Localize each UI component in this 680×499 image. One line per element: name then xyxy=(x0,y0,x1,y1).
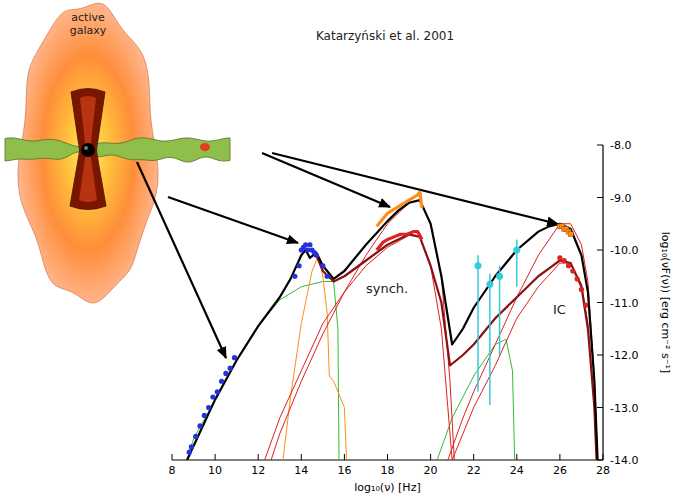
x-axis-title: log₁₀(ν) [Hz] xyxy=(354,481,420,494)
data-point xyxy=(566,263,571,268)
series-line xyxy=(377,232,422,250)
data-point xyxy=(223,371,228,376)
y-tick xyxy=(597,407,603,408)
series-line xyxy=(187,282,339,461)
data-point xyxy=(579,287,584,292)
figure: Katarzyński et al. 2001 activegalaxy synch… xyxy=(0,0,680,499)
x-tick xyxy=(172,454,173,460)
y-tick-label: -10.0 xyxy=(610,244,638,257)
data-point xyxy=(557,255,562,260)
error-bar xyxy=(489,274,491,405)
y-tick xyxy=(597,355,603,356)
arrow xyxy=(137,162,226,358)
x-tick xyxy=(301,454,302,460)
y-tick-label: -14.0 xyxy=(610,454,638,467)
data-point xyxy=(575,276,580,281)
x-tick xyxy=(559,454,560,460)
arrow xyxy=(262,153,390,207)
y-tick-label: -12.0 xyxy=(610,349,638,362)
data-point xyxy=(486,281,493,288)
arrow xyxy=(272,153,558,224)
y-tick-label: -9.0 xyxy=(610,192,631,205)
plot-area xyxy=(187,192,598,460)
data-point xyxy=(292,274,297,279)
x-tick xyxy=(215,454,216,460)
galaxy-label-line: active xyxy=(71,11,105,24)
data-point xyxy=(568,232,573,237)
data-point xyxy=(325,274,330,279)
data-point xyxy=(570,268,575,273)
series-line xyxy=(452,263,596,460)
x-tick-label: 18 xyxy=(381,464,395,477)
data-point xyxy=(215,389,220,394)
x-tick xyxy=(430,454,431,460)
axes: 8 10 12 14 16 18 20 22 24 26 28-14.0 -13.0 -12.0 -11.… xyxy=(169,139,673,494)
x-tick-label: 12 xyxy=(251,464,265,477)
x-tick-label: 26 xyxy=(553,464,567,477)
series-line xyxy=(316,234,596,460)
series-line xyxy=(283,255,347,460)
data-point xyxy=(513,247,520,254)
data-point xyxy=(475,262,482,269)
y-tick-label: -13.0 xyxy=(610,402,638,415)
galaxy-cartoon xyxy=(5,3,230,303)
torus-inner xyxy=(79,96,97,202)
ic-label: IC xyxy=(553,302,566,317)
x-tick-label: 28 xyxy=(596,464,610,477)
series-line xyxy=(187,200,598,460)
black-hole xyxy=(81,143,95,157)
x-tick xyxy=(258,454,259,460)
y-tick xyxy=(597,302,603,303)
emitting-blob xyxy=(200,143,210,151)
x-tick-label: 14 xyxy=(294,464,308,477)
data-point xyxy=(232,355,237,360)
data-point xyxy=(307,242,312,247)
source-label: Katarzyński et al. 2001 xyxy=(316,29,454,43)
data-point xyxy=(314,253,319,258)
y-tick-label: -11.0 xyxy=(610,297,638,310)
data-point xyxy=(297,263,302,268)
data-point xyxy=(187,450,192,455)
arrow xyxy=(168,197,298,243)
y-tick xyxy=(597,250,603,251)
data-point xyxy=(206,405,211,410)
data-point xyxy=(496,273,503,280)
x-tick-label: 22 xyxy=(467,464,481,477)
data-point xyxy=(189,444,194,449)
data-point xyxy=(210,394,215,399)
data-point xyxy=(197,423,202,428)
x-tick xyxy=(387,454,388,460)
y-tick xyxy=(597,145,603,146)
data-point xyxy=(320,263,325,268)
x-tick-label: 24 xyxy=(510,464,524,477)
y-axis-title: log₁₀(νF(ν)) [erg cm⁻² s⁻¹] xyxy=(659,232,672,373)
torus xyxy=(70,89,106,210)
error-bar xyxy=(477,255,479,392)
x-tick xyxy=(344,454,345,460)
galaxy-label: activegalaxy xyxy=(70,11,107,37)
x-tick-label: 8 xyxy=(169,464,176,477)
series-line xyxy=(448,224,598,460)
jet xyxy=(5,138,230,162)
y-tick-label: -8.0 xyxy=(610,139,631,152)
series-line xyxy=(377,192,422,226)
data-point xyxy=(562,258,567,263)
y-tick xyxy=(597,197,603,198)
data-point xyxy=(219,379,224,384)
synch-label: synch. xyxy=(366,281,408,296)
series-line xyxy=(271,200,454,460)
black-hole-shine xyxy=(84,146,88,150)
x-tick-label: 16 xyxy=(337,464,351,477)
x-tick xyxy=(603,454,604,460)
x-tick xyxy=(516,454,517,460)
x-tick-label: 20 xyxy=(424,464,438,477)
x-tick-label: 10 xyxy=(208,464,222,477)
data-point xyxy=(228,366,233,371)
data-point xyxy=(193,434,198,439)
data-point xyxy=(202,413,207,418)
data-point xyxy=(583,303,588,308)
galaxy-label-line: galaxy xyxy=(70,24,107,37)
x-tick xyxy=(473,454,474,460)
